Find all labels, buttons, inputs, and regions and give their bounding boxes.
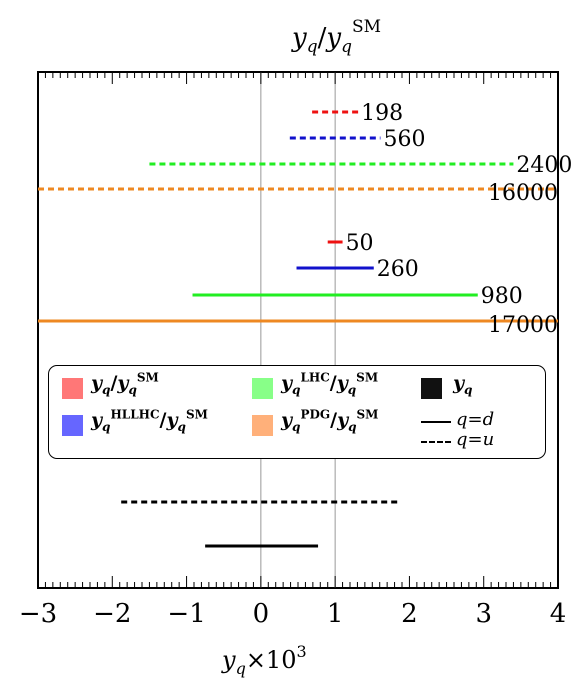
legend-swatch-lhc [252,378,273,399]
x-tick-label: −3 [19,599,57,629]
legend-swatch-pdg [252,415,273,436]
interval-value-label: 198 [361,101,403,126]
lower-intervals [121,500,401,548]
legend-line-solid [421,421,451,423]
legend-swatch-yq-sm [62,378,83,399]
interval-value-label: 560 [383,127,425,152]
x-tick-label: −1 [167,599,205,629]
plot-border [37,71,559,589]
x-tick-labels: −3 −2 −1 0 1 2 3 4 [19,599,566,629]
x-tick-label: 2 [401,599,418,629]
legend-label-qu: q=u [456,429,495,450]
axis-ticks [37,72,559,588]
interval-value-label: 2400 [516,153,572,178]
legend-swatch-yq [421,378,442,399]
legend: yq/yqSM yqHLLHC/yqSM yqLHC/yqSM yqPDG/yq… [48,365,546,459]
legend-label-yq: yq [453,372,473,397]
interval-value-label: 260 [377,257,419,282]
legend-label-pdg: yqPDG/yqSM [281,407,379,434]
x-axis-label: yq×103 [221,642,307,678]
interval-value-label: 50 [346,231,374,256]
interval-value-label: 17000 [488,313,558,338]
chart-title: yq/yqSM [291,17,381,57]
legend-line-dashed [421,441,451,443]
plot-frame [37,71,559,589]
legend-label-yq-sm: yq/yqSM [91,370,159,397]
x-tick-label: 3 [475,599,492,629]
x-tick-label: 0 [253,599,270,629]
x-tick-label: 1 [327,599,344,629]
x-tick-label: −2 [93,599,131,629]
legend-label-qd: q=d [456,409,495,430]
legend-label-hllhc: yqHLLHC/yqSM [91,407,208,434]
legend-label-lhc: yqLHC/yqSM [281,370,379,397]
x-tick-label: 4 [550,599,567,629]
reference-lines [260,72,336,588]
interval-value-label: 980 [481,284,523,309]
interval-value-label: 16000 [488,181,558,206]
legend-swatch-hllhc [62,415,83,436]
